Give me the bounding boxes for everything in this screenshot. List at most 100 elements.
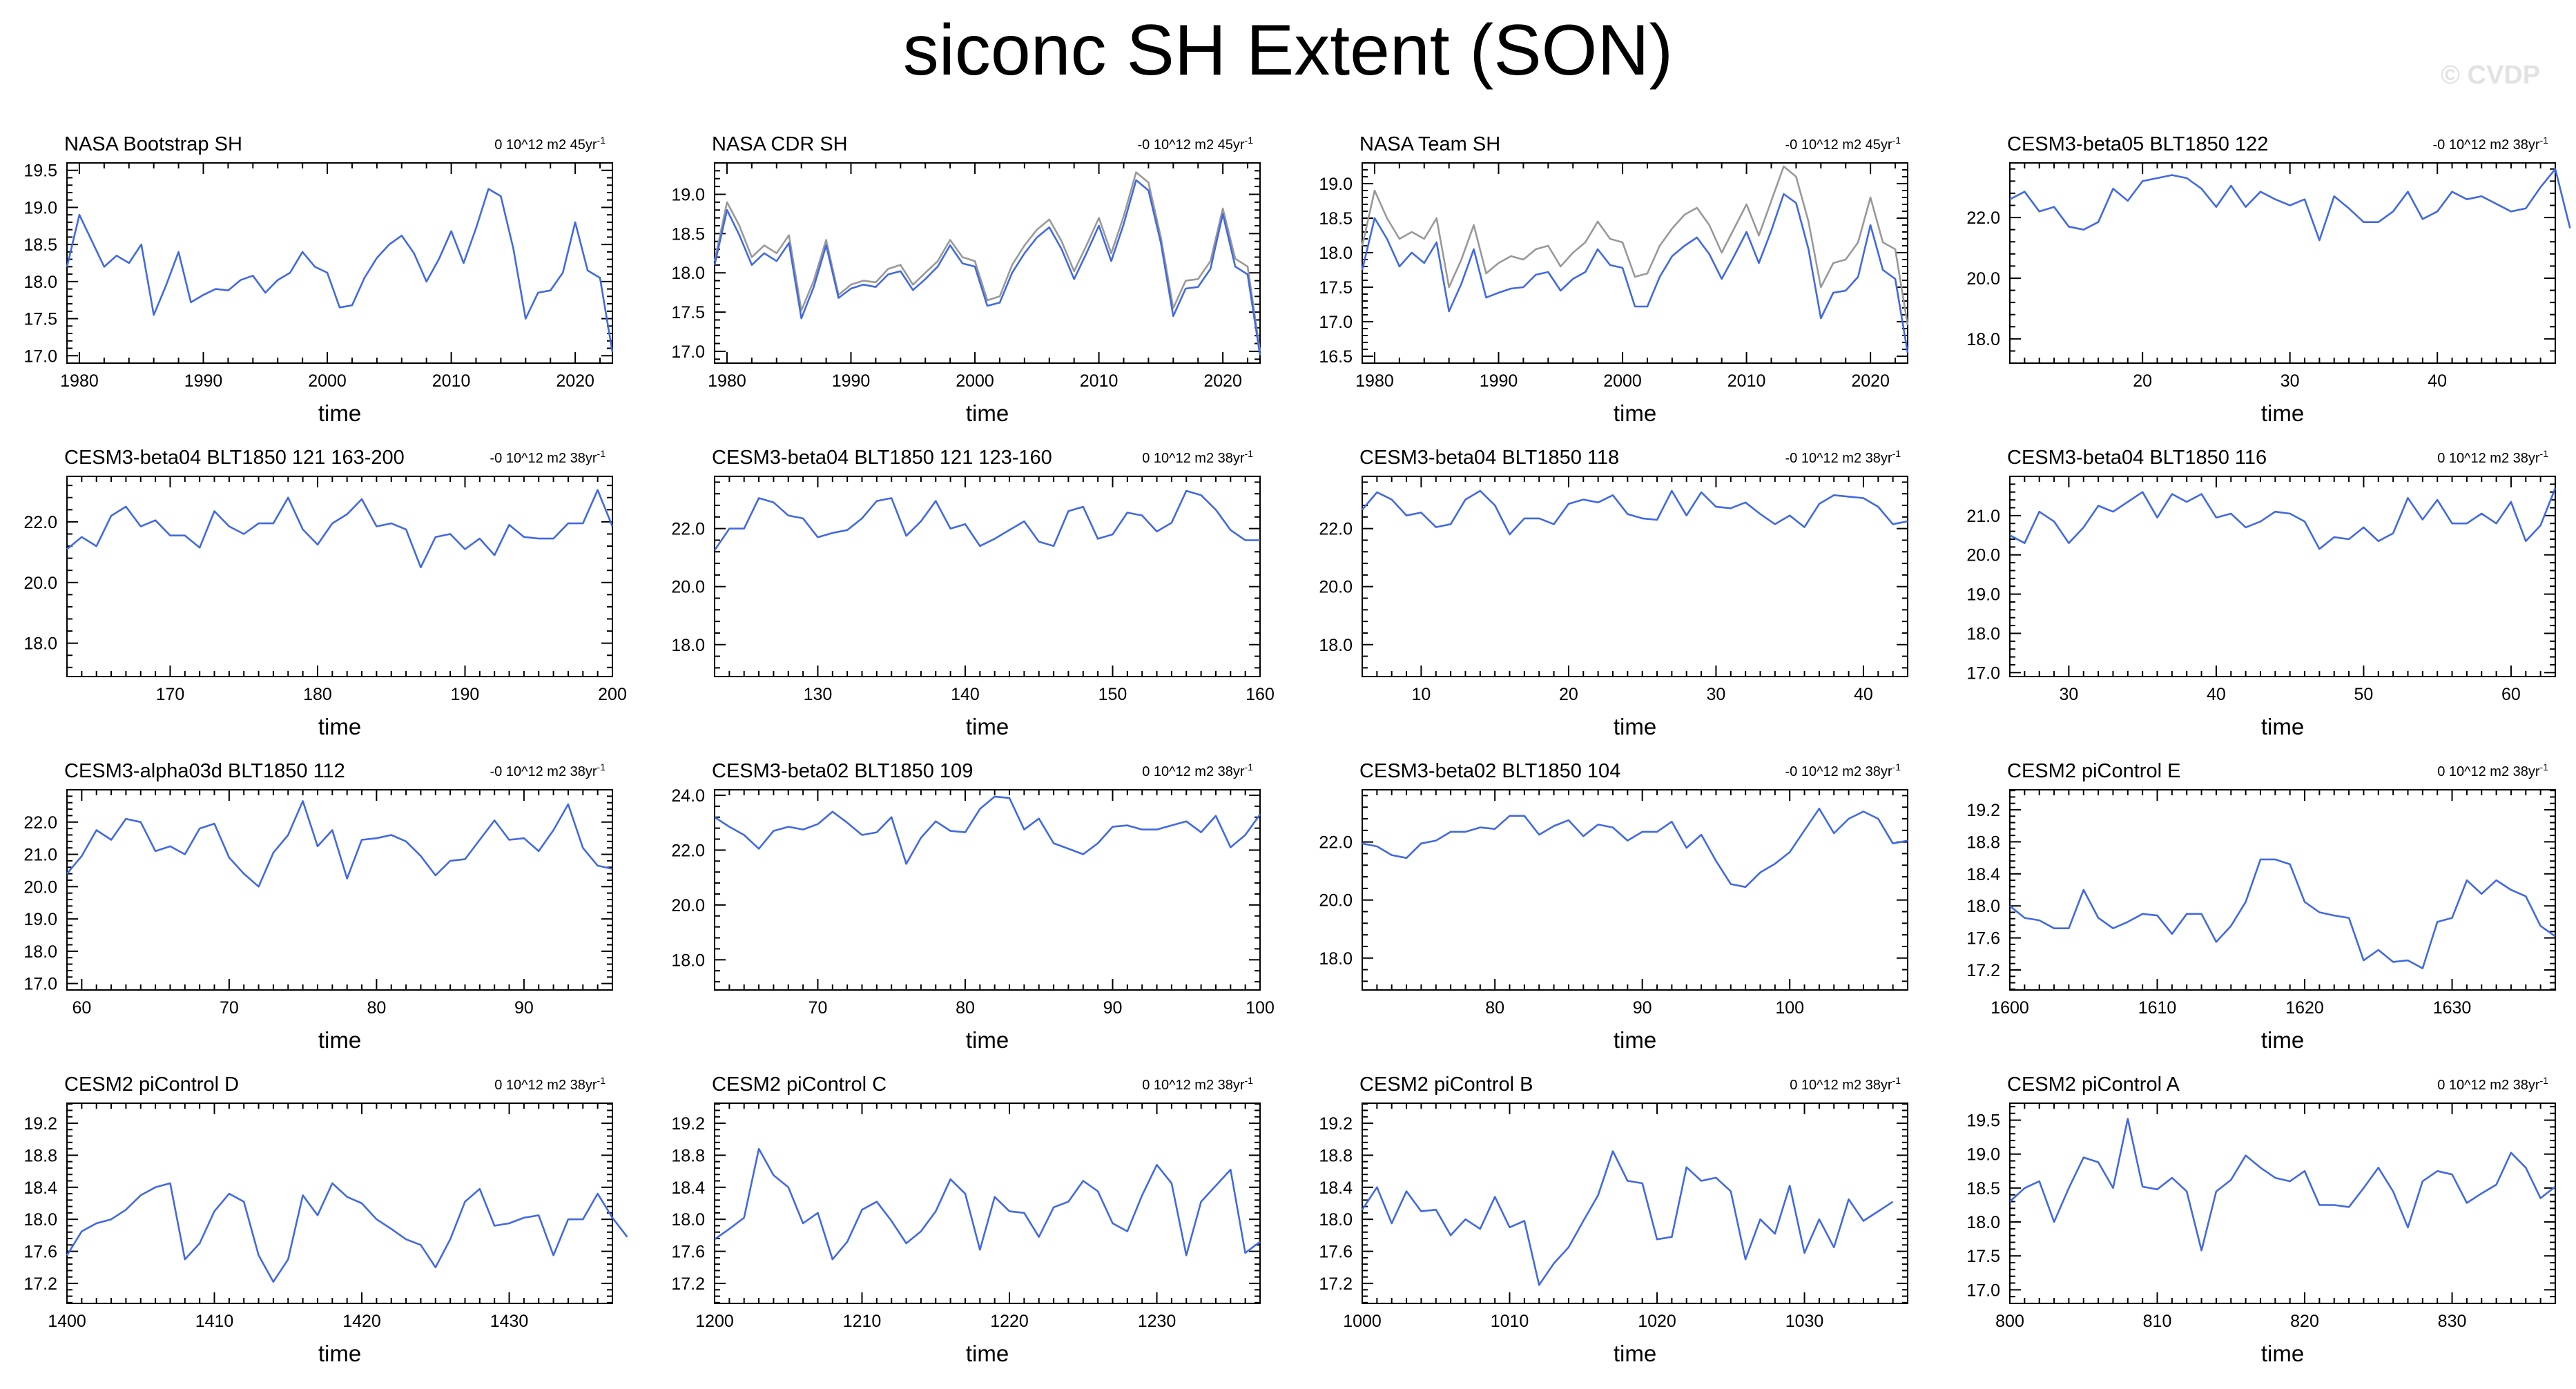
x-tick-label: 140	[951, 685, 980, 704]
y-tick-label: 18.8	[1966, 833, 2000, 852]
x-axis-label: time	[966, 714, 1009, 739]
x-tick-label: 200	[598, 685, 627, 704]
x-tick-label: 1420	[342, 1312, 381, 1331]
panel-trend-label: 0 10^12 m2 38yr-1	[1790, 1075, 1901, 1093]
panel-trend-label: -0 10^12 m2 38yr-1	[1785, 448, 1901, 466]
x-tick-label: 830	[2438, 1312, 2467, 1331]
plot-frame	[1362, 789, 1908, 991]
x-axis-label: time	[966, 1341, 1009, 1366]
y-tick-label: 18.0	[23, 1210, 57, 1230]
series-line	[1362, 489, 1908, 536]
y-tick-label: 18.0	[1966, 624, 2000, 643]
x-tick-label: 1610	[2138, 998, 2177, 1018]
y-tick-label: 18.0	[671, 264, 705, 283]
x-tick-label: 1980	[1355, 371, 1394, 391]
panel-title: CESM3-beta04 BLT1850 116	[2007, 447, 2267, 469]
x-tick-label: 2020	[1851, 371, 1890, 391]
y-tick-label: 19.0	[23, 198, 57, 217]
x-tick-label: 2010	[1080, 371, 1118, 391]
y-tick-label: 18.0	[1319, 1210, 1353, 1230]
x-axis-label: time	[318, 1027, 361, 1053]
x-tick-label: 90	[514, 998, 534, 1018]
x-tick-label: 100	[1246, 998, 1275, 1018]
y-tick-label: 17.2	[23, 1274, 57, 1294]
plot-frame	[1362, 476, 1908, 677]
chart-panel: NASA CDR SH -0 10^12 m2 45yr-1 1980 1990 200…	[671, 133, 1261, 426]
panel-title: CESM2 piControl E	[2007, 760, 2180, 782]
y-tick-label: 20.0	[23, 877, 57, 897]
chart-panel: CESM2 piControl E 0 10^12 m2 38yr-1 1600 16…	[1966, 760, 2556, 1053]
panel-trend-label: 0 10^12 m2 38yr-1	[2437, 761, 2548, 779]
x-tick-label: 30	[2059, 685, 2078, 704]
x-axis-label: time	[966, 1027, 1009, 1053]
x-tick-label: 1010	[1491, 1312, 1529, 1331]
series-line	[713, 179, 1261, 356]
x-tick-label: 1630	[2433, 998, 2472, 1018]
series-line	[66, 188, 614, 353]
panel-trend-label: 0 10^12 m2 38yr-1	[2437, 448, 2548, 466]
x-tick-label: 180	[303, 685, 332, 704]
y-tick-label: 20.0	[671, 578, 705, 597]
panel-trend-label: -0 10^12 m2 45yr-1	[1138, 135, 1254, 153]
copyright-watermark: © CVDP	[2441, 61, 2541, 90]
y-tick-label: 18.8	[23, 1146, 57, 1165]
plot-frame	[2009, 476, 2556, 677]
y-tick-label: 19.5	[23, 162, 57, 181]
x-tick-label: 60	[72, 998, 91, 1018]
x-tick-label: 1210	[843, 1312, 882, 1331]
chart-panel: CESM2 piControl C 0 10^12 m2 38yr-1 1200 12…	[671, 1074, 1261, 1366]
series-line-secondary	[713, 171, 1261, 352]
x-tick-label: 820	[2290, 1312, 2319, 1331]
y-tick-label: 22.0	[1319, 833, 1353, 853]
chart-panel: CESM3-beta04 BLT1850 118 -0 10^12 m2 38yr…	[1319, 447, 1908, 739]
x-tick-label: 20	[1559, 685, 1578, 704]
y-tick-label: 17.5	[671, 303, 705, 322]
y-tick-label: 19.2	[1966, 801, 2000, 820]
panel-title: CESM2 piControl B	[1359, 1074, 1533, 1096]
x-tick-label: 1980	[60, 371, 99, 391]
series-line	[2009, 168, 2571, 242]
y-tick-label: 20.0	[1319, 891, 1353, 911]
plot-frame	[66, 789, 613, 991]
x-tick-label: 1000	[1343, 1312, 1382, 1331]
panel-trend-label: -0 10^12 m2 45yr-1	[1785, 135, 1901, 153]
x-axis-label: time	[318, 1341, 361, 1366]
y-tick-label: 19.5	[1966, 1111, 2000, 1131]
plot-frame	[714, 476, 1261, 677]
series-line	[714, 795, 1261, 865]
x-tick-label: 80	[1485, 998, 1504, 1018]
y-tick-label: 18.8	[1319, 1146, 1353, 1165]
x-tick-label: 160	[1246, 685, 1275, 704]
y-tick-label: 18.0	[671, 1210, 705, 1230]
y-tick-label: 21.0	[23, 846, 57, 865]
panel-trend-label: 0 10^12 m2 45yr-1	[494, 135, 606, 153]
x-tick-label: 1990	[1480, 371, 1518, 391]
x-axis-label: time	[966, 400, 1009, 426]
y-tick-label: 17.0	[23, 975, 57, 994]
panel-title: CESM2 piControl D	[64, 1074, 239, 1096]
panel-trend-label: 0 10^12 m2 38yr-1	[494, 1075, 606, 1093]
y-tick-label: 22.0	[1319, 520, 1353, 539]
y-tick-label: 17.5	[1966, 1247, 2000, 1266]
chart-panel: CESM2 piControl D 0 10^12 m2 38yr-1 1400 14…	[23, 1074, 628, 1366]
x-tick-label: 170	[156, 685, 185, 704]
x-tick-label: 30	[2280, 371, 2300, 391]
y-tick-label: 17.5	[1319, 278, 1353, 298]
x-tick-label: 130	[804, 685, 833, 704]
chart-panel: CESM3-beta04 BLT1850 116 0 10^12 m2 38yr-…	[1966, 447, 2557, 739]
y-tick-label: 19.0	[1966, 585, 2000, 605]
page-title: siconc SH Extent (SON)	[902, 10, 1674, 90]
x-tick-label: 10	[1411, 685, 1431, 704]
y-tick-label: 19.0	[1319, 175, 1353, 194]
x-tick-label: 80	[956, 998, 975, 1018]
y-tick-label: 17.6	[1966, 929, 2000, 949]
y-tick-label: 20.0	[1966, 546, 2000, 565]
y-tick-label: 17.0	[23, 347, 57, 366]
y-tick-label: 17.0	[671, 342, 705, 362]
y-tick-label: 22.0	[23, 513, 57, 532]
y-tick-label: 18.5	[1966, 1179, 2000, 1198]
plot-frame	[1362, 1103, 1908, 1304]
y-tick-label: 18.4	[671, 1178, 705, 1198]
y-tick-label: 17.6	[1319, 1243, 1353, 1262]
x-tick-label: 90	[1103, 998, 1123, 1018]
